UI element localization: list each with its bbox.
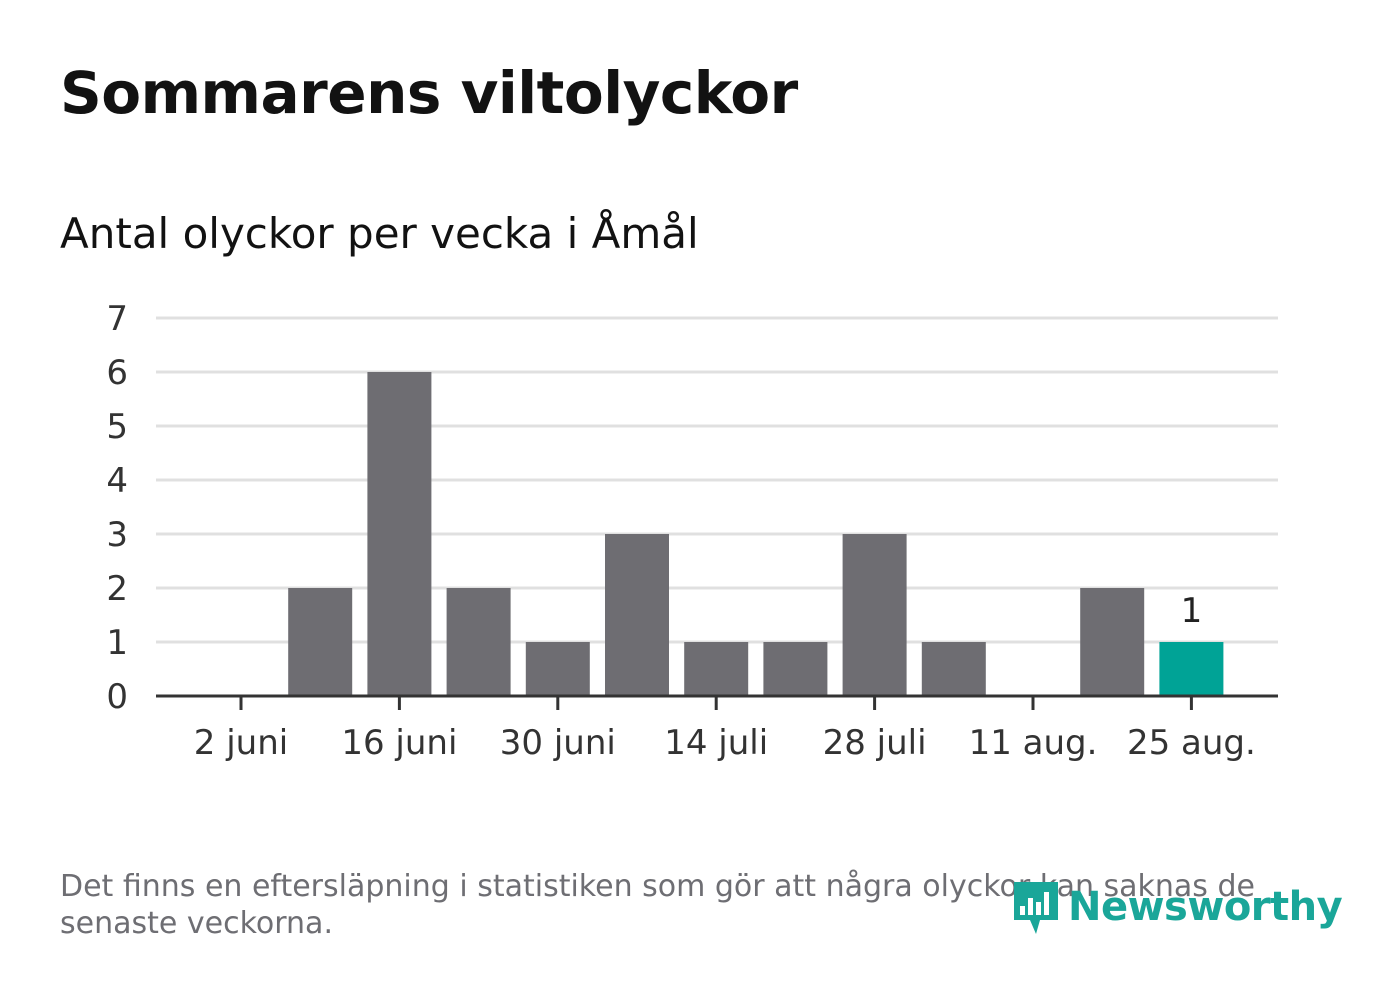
chart-title: Sommarens viltolyckor — [60, 59, 798, 127]
logo-chart-icon — [1014, 882, 1058, 934]
y-tick-label: 7 — [106, 299, 128, 339]
y-tick-label: 3 — [106, 515, 128, 555]
bar-chart: 0 1 2 3 4 5 6 7 1 2 juni 16 juni 30 juni 14 juli 28… — [106, 299, 1278, 763]
x-tick-label: 14 juli — [664, 723, 768, 763]
x-axis: 2 juni 16 juni 30 juni 14 juli 28 juli 11 aug… — [156, 694, 1278, 763]
y-tick-label: 1 — [106, 623, 128, 663]
chart-subtitle: Antal olyckor per vecka i Åmål — [60, 209, 699, 258]
bar — [1159, 642, 1224, 696]
x-tick-label: 16 juni — [341, 723, 457, 763]
bar — [763, 642, 828, 696]
bar — [1080, 588, 1145, 696]
bar — [288, 588, 353, 696]
data-label: 1 — [1181, 591, 1203, 631]
x-tick-label: 28 juli — [823, 723, 927, 763]
x-tick-label: 30 juni — [500, 723, 616, 763]
y-axis-ticks: 0 1 2 3 4 5 6 7 — [106, 299, 128, 717]
bar — [684, 642, 749, 696]
x-tick-label: 11 aug. — [969, 723, 1098, 763]
bar — [605, 534, 669, 696]
x-tick-label: 2 juni — [194, 723, 288, 763]
logo-text: Newsworthy — [1068, 884, 1343, 930]
bar — [446, 588, 511, 696]
y-tick-label: 6 — [106, 353, 128, 393]
bar — [921, 642, 986, 696]
y-tick-label: 4 — [106, 461, 128, 501]
y-tick-label: 5 — [106, 407, 128, 447]
x-tick-label: 25 aug. — [1127, 723, 1256, 763]
y-tick-label: 0 — [106, 677, 128, 717]
y-tick-label: 2 — [106, 569, 128, 609]
bar — [367, 372, 432, 696]
bars — [288, 372, 1224, 696]
bar — [842, 534, 907, 696]
newsworthy-logo: Newsworthy — [1010, 876, 1343, 938]
bar — [525, 642, 590, 696]
data-labels: 1 — [1181, 591, 1203, 631]
